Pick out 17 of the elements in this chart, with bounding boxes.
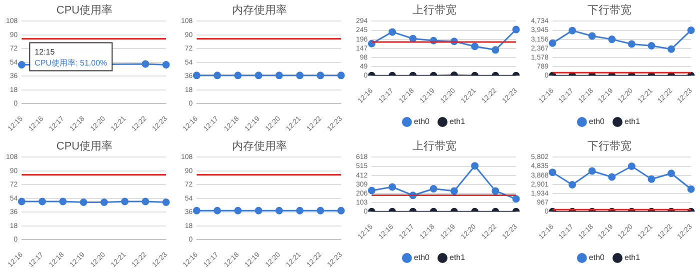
chart-title: 上行带宽 — [412, 140, 456, 153]
chart-title: CPU使用率 — [56, 4, 113, 17]
legend-label: eth0 — [588, 117, 606, 126]
legend-label: eth0 — [414, 117, 430, 126]
chart-title: CPU使用率 — [56, 140, 113, 153]
legend-label: eth1 — [450, 253, 466, 262]
legend-label: eth0 — [414, 253, 430, 262]
legend-label: eth1 — [624, 253, 641, 262]
legend-label: eth1 — [450, 117, 466, 126]
annotation: 12:15 CPU使用率: 51.00% — [34, 48, 108, 68]
chart-title: 上行带宽 — [412, 4, 456, 17]
legend-label: eth1 — [624, 117, 641, 126]
legend-label: eth0 — [588, 253, 606, 262]
chart-title: 内存使用率 — [232, 140, 287, 153]
chart-title: 下行带宽 — [588, 4, 632, 17]
chart-title: 下行带宽 — [588, 140, 632, 153]
chart-title: 内存使用率 — [232, 4, 287, 17]
